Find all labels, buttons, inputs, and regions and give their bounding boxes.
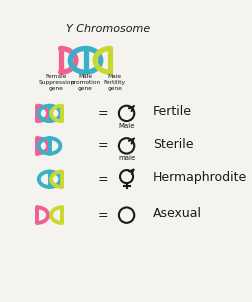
Text: =: = — [97, 107, 108, 120]
Text: male: male — [117, 155, 135, 161]
Text: Male: Male — [118, 123, 134, 129]
Text: Fertile: Fertile — [152, 105, 191, 118]
Text: =: = — [97, 209, 108, 222]
Text: Hermaphrodite: Hermaphrodite — [152, 171, 246, 184]
Text: Female
Suppression
gene: Female Suppression gene — [38, 74, 74, 91]
Text: =: = — [97, 173, 108, 186]
Text: Male
Fertility
gene: Male Fertility gene — [103, 74, 125, 91]
Text: Y Chromosome: Y Chromosome — [66, 24, 150, 34]
Text: Sterile: Sterile — [152, 138, 193, 151]
Text: Asexual: Asexual — [152, 207, 201, 220]
Text: Male
promotion
gene: Male promotion gene — [70, 74, 100, 91]
Text: =: = — [97, 139, 108, 153]
